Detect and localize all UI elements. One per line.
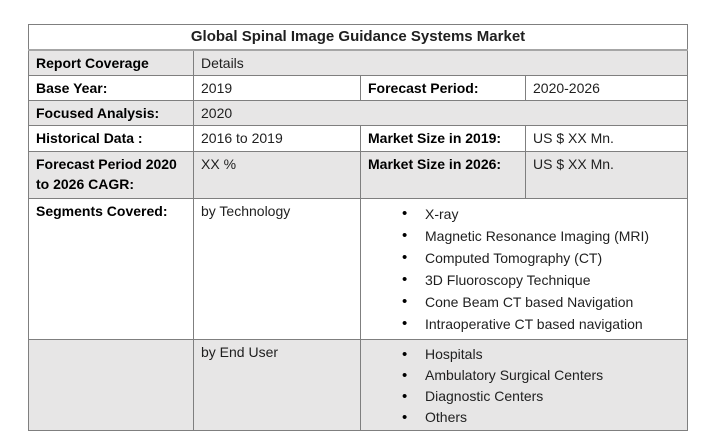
market-size-2019-label: Market Size in 2019: (360, 125, 526, 152)
bullet-item: Ambulatory Surgical Centers (402, 365, 679, 386)
end-user-bullet-list: HospitalsAmbulatory Surgical CentersDiag… (368, 342, 679, 428)
forecast-period-value: 2020-2026 (524, 75, 689, 101)
cagr-row: Forecast Period 2020 to 2026 CAGR: XX % … (28, 151, 689, 199)
focused-analysis-value: 2020 (192, 100, 689, 126)
bullet-item: Computed Tomography (CT) (402, 247, 679, 269)
bullet-item: Diagnostic Centers (402, 386, 679, 407)
report-coverage-value: Details (192, 49, 689, 76)
bullet-item: Others (402, 407, 679, 428)
historical-data-row: Historical Data : 2016 to 2019 Market Si… (28, 125, 689, 152)
bullet-item: Intraoperative CT based navigation (402, 313, 679, 335)
segment-group-technology: by Technology (193, 198, 361, 340)
cagr-value: XX % (193, 151, 361, 199)
base-year-label: Base Year: (28, 75, 194, 101)
report-coverage-row: Report Coverage Details (28, 49, 689, 76)
end-user-items-cell: HospitalsAmbulatory Surgical CentersDiag… (359, 339, 689, 431)
segments-covered-empty-cell (28, 339, 194, 431)
historical-data-label: Historical Data : (28, 125, 194, 152)
segment-group-end-user: by End User (193, 339, 361, 431)
base-year-value: 2019 (193, 75, 361, 101)
title-row: Global Spinal Image Guidance Systems Mar… (27, 24, 689, 51)
historical-data-value: 2016 to 2019 (193, 125, 361, 152)
focused-analysis-label: Focused Analysis: (28, 100, 194, 126)
cagr-label: Forecast Period 2020 to 2026 CAGR: (28, 151, 194, 199)
market-size-2019-value: US $ XX Mn. (524, 125, 689, 152)
segments-covered-label: Segments Covered: (28, 198, 194, 340)
focused-analysis-row: Focused Analysis: 2020 (28, 100, 689, 126)
bullet-item: 3D Fluoroscopy Technique (402, 269, 679, 291)
bullet-item: Hospitals (402, 344, 679, 365)
market-size-2026-value: US $ XX Mn. (524, 151, 689, 199)
market-report-table: Global Spinal Image Guidance Systems Mar… (27, 24, 689, 431)
bullet-item: X-ray (402, 203, 679, 225)
technology-items-cell: X-rayMagnetic Resonance Imaging (MRI)Com… (359, 198, 689, 340)
technology-bullet-list: X-rayMagnetic Resonance Imaging (MRI)Com… (368, 201, 679, 335)
market-size-2026-label: Market Size in 2026: (360, 151, 526, 199)
report-coverage-label: Report Coverage (28, 49, 194, 76)
table-title: Global Spinal Image Guidance Systems Mar… (27, 24, 689, 51)
segments-end-user-row: by End User HospitalsAmbulatory Surgical… (28, 339, 689, 431)
bullet-item: Cone Beam CT based Navigation (402, 291, 679, 313)
base-year-row: Base Year: 2019 Forecast Period: 2020-20… (28, 75, 689, 101)
forecast-period-label: Forecast Period: (360, 75, 526, 101)
segments-technology-row: Segments Covered: by Technology X-rayMag… (28, 198, 689, 340)
bullet-item: Magnetic Resonance Imaging (MRI) (402, 225, 679, 247)
